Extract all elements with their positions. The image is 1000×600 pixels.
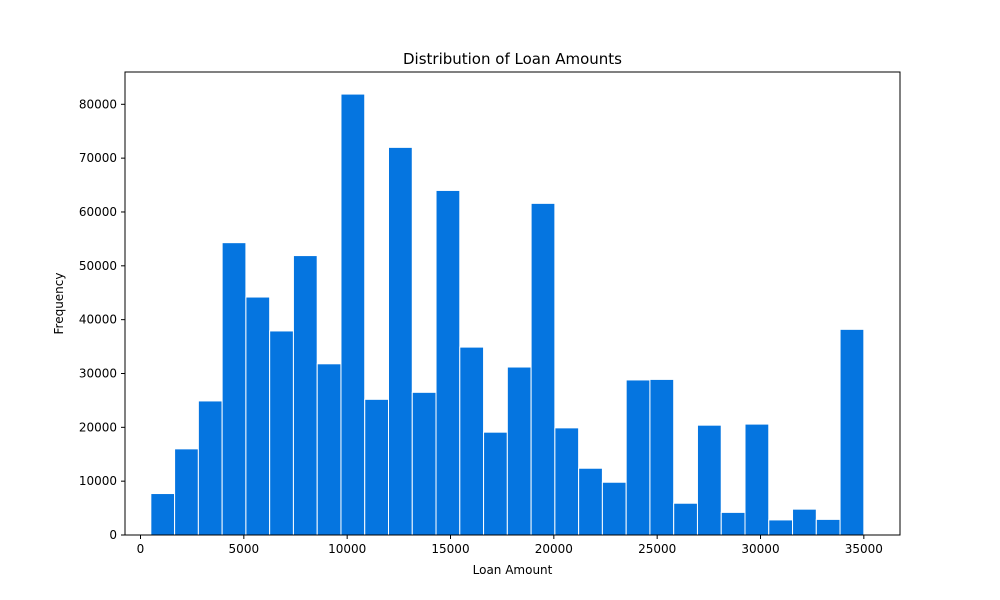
histogram-bar [720,511,746,536]
x-tick-label: 20000 [535,542,573,556]
histogram-bar [459,346,485,536]
y-axis-ticks: 0 10000 20000 30000 40000 50000 60000 70000 8000… [79,97,125,542]
histogram-bar [578,467,603,536]
y-tick-label: 60000 [79,205,117,219]
histogram-bar [435,189,461,536]
histogram-bar [197,400,223,536]
histogram-bar [221,242,247,536]
histogram-bar [601,481,627,536]
y-tick-label: 0 [109,528,117,542]
histogram-bar [839,328,865,536]
y-tick-label: 50000 [79,259,117,273]
histogram-bar [530,202,556,536]
histogram-bar [411,391,437,536]
y-tick-label: 40000 [79,313,117,327]
histogram-bar [744,423,770,536]
y-axis-label: Frequency [52,273,66,335]
x-tick-label: 30000 [741,542,779,556]
histogram-bar [340,93,366,536]
y-tick-label: 70000 [79,151,117,165]
histogram-bar [649,378,675,536]
histogram-bar [483,431,508,536]
x-tick-label: 10000 [328,542,366,556]
x-tick-label: 5000 [229,542,260,556]
histogram-bar [506,366,532,536]
y-tick-label: 30000 [79,366,117,380]
histogram-bar [388,146,413,536]
histogram-bar [554,427,580,536]
histogram-bar [245,296,271,536]
histogram-bar [792,508,817,536]
plot-frame [124,71,901,536]
chart-title: Distribution of Loan Amounts [403,50,622,68]
histogram-bar [364,398,390,536]
x-tick-label: 0 [137,542,145,556]
histogram-bar [696,424,722,536]
histogram-bar [768,519,794,536]
y-tick-label: 10000 [79,474,117,488]
x-axis-ticks: 0 5000 10000 15000 20000 25000 30000 35000 [137,535,883,556]
histogram-bar [815,518,841,536]
histogram-bar [292,255,318,536]
histogram-bar [673,502,698,536]
x-axis-label: Loan Amount [473,563,553,577]
histogram-bar [269,330,294,536]
y-tick-label: 20000 [79,420,117,434]
bars-group [150,93,865,536]
histogram-bar [150,493,176,536]
histogram-bar [316,363,342,536]
y-tick-label: 80000 [79,97,117,111]
x-tick-label: 25000 [638,542,676,556]
x-tick-label: 35000 [845,542,883,556]
histogram-bar [625,379,651,536]
histogram-bar [174,448,199,536]
x-tick-label: 15000 [431,542,469,556]
